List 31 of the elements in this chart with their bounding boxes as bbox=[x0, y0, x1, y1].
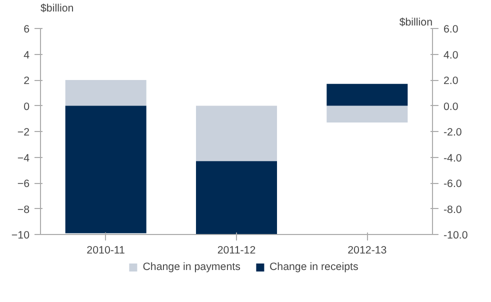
bar bbox=[196, 161, 278, 234]
y2-tick-label: 0.0 bbox=[444, 100, 458, 113]
legend-label: Change in receipts bbox=[269, 261, 358, 273]
bar bbox=[65, 80, 146, 106]
y-tick-label: 4 bbox=[24, 49, 30, 62]
bar bbox=[326, 84, 408, 106]
y2-tick-label: 6.0 bbox=[444, 24, 458, 36]
y-tick-label: −10 bbox=[11, 230, 30, 242]
bar bbox=[196, 106, 278, 162]
y2-tick-label: -4.0 bbox=[444, 152, 462, 164]
y2-tick-label: -8.0 bbox=[444, 204, 462, 216]
y2-axis-title: $billion bbox=[399, 16, 433, 28]
x-tick-label: 2012-13 bbox=[348, 244, 387, 256]
y-tick-label: −4 bbox=[17, 152, 30, 164]
y2-tick-label: -6.0 bbox=[444, 178, 462, 190]
bar bbox=[326, 106, 408, 122]
y-tick-label: −8 bbox=[17, 204, 30, 216]
y-tick-label: 2 bbox=[24, 75, 30, 87]
y2-tick-label: 2.0 bbox=[444, 75, 458, 87]
y-axis-title: $billion bbox=[40, 2, 74, 14]
bar bbox=[65, 106, 146, 234]
x-tick-label: 2010-11 bbox=[86, 244, 126, 256]
y2-tick-label: -2.0 bbox=[444, 126, 462, 138]
y-tick-label: 6 bbox=[24, 24, 30, 36]
x-tick-label: 2011-12 bbox=[217, 244, 256, 256]
legend-label: Change in payments bbox=[142, 261, 240, 273]
y-tick-label: 0 bbox=[24, 100, 30, 113]
y-tick-label: −6 bbox=[17, 178, 30, 190]
y2-tick-label: -10.0 bbox=[444, 230, 468, 242]
y2-tick-label: 4.0 bbox=[444, 49, 458, 62]
y-tick-label: −2 bbox=[17, 126, 30, 138]
